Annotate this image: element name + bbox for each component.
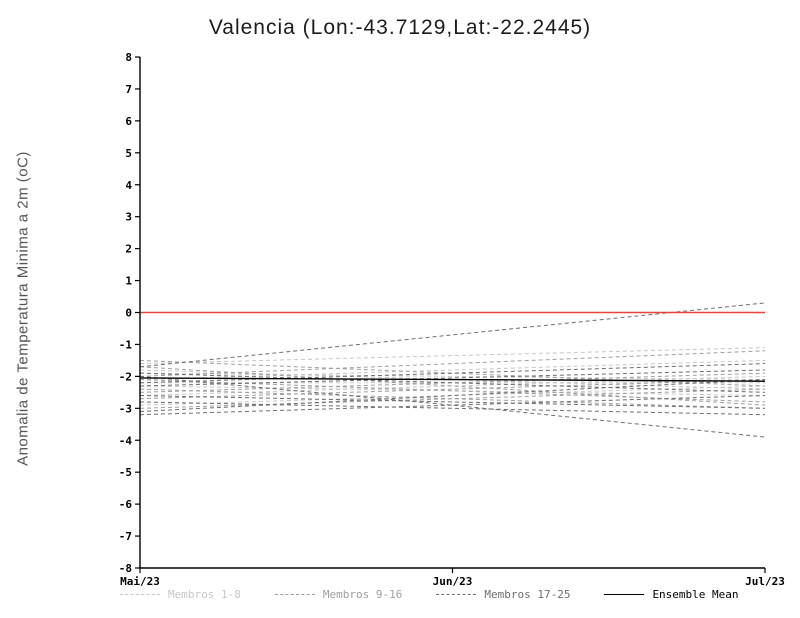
member-line xyxy=(139,388,766,409)
member-line xyxy=(139,372,766,381)
legend-label: Membros 1-8 xyxy=(168,588,241,601)
y-tick-label: 3 xyxy=(125,211,132,224)
legend-line-sample xyxy=(120,594,160,595)
y-tick-label: 1 xyxy=(125,275,132,288)
legend-item: Membros 17-25 xyxy=(436,588,570,601)
member-line xyxy=(139,366,766,406)
x-tick-label: Mai/23 xyxy=(120,575,160,588)
member-line xyxy=(139,379,766,400)
member-line xyxy=(139,350,766,377)
legend-line-sample xyxy=(436,594,477,595)
legend-item: Membros 9-16 xyxy=(274,588,403,601)
y-tick-label: 5 xyxy=(125,147,132,160)
y-tick-label: -3 xyxy=(119,402,132,415)
member-line xyxy=(139,379,766,413)
y-tick-label: -8 xyxy=(119,562,132,575)
member-line xyxy=(139,372,766,393)
y-tick-label: -4 xyxy=(119,434,133,447)
y-tick-label: 0 xyxy=(125,307,132,320)
member-line xyxy=(139,375,766,397)
member-line xyxy=(139,372,766,393)
legend-label: Membros 17-25 xyxy=(484,588,571,601)
legend-item: Ensemble Mean xyxy=(604,588,739,601)
member-line xyxy=(139,379,766,403)
y-tick-label: 6 xyxy=(125,115,132,128)
y-tick-label: 8 xyxy=(125,51,132,64)
member-line xyxy=(139,363,766,384)
legend-line-sample xyxy=(274,594,315,595)
member-line xyxy=(139,347,766,365)
member-line xyxy=(139,401,766,416)
member-line xyxy=(139,395,766,416)
y-tick-label: -2 xyxy=(119,370,132,383)
y-tick-label: 7 xyxy=(125,83,132,96)
y-tick-label: -7 xyxy=(119,530,132,543)
ensemble-mean-line xyxy=(139,377,766,382)
y-tick-label: -5 xyxy=(119,466,132,479)
member-line xyxy=(139,369,766,390)
y-tick-label: -1 xyxy=(119,338,133,351)
member-line xyxy=(139,359,766,381)
x-tick-label: Jul/23 xyxy=(745,575,785,588)
member-line xyxy=(139,369,766,387)
member-line xyxy=(139,388,766,409)
legend-line-sample xyxy=(604,594,645,595)
legend-label: Membros 9-16 xyxy=(322,588,403,601)
member-line xyxy=(139,359,766,387)
x-tick-label: Jun/23 xyxy=(433,575,473,588)
y-tick-label: 4 xyxy=(125,179,132,192)
member-line xyxy=(139,385,766,397)
legend-label: Ensemble Mean xyxy=(652,588,739,601)
legend-item: Membros 1-8 xyxy=(120,588,241,601)
y-tick-label: 2 xyxy=(125,243,132,256)
chart-legend: Membros 1-8 Membros 9-16 Membros 17-25 Ense… xyxy=(120,588,780,601)
y-tick-label: -6 xyxy=(119,498,133,511)
chart-title: Valencia (Lon:-43.7129,Lat:-22.2445) xyxy=(208,16,592,39)
member-line xyxy=(139,395,766,409)
